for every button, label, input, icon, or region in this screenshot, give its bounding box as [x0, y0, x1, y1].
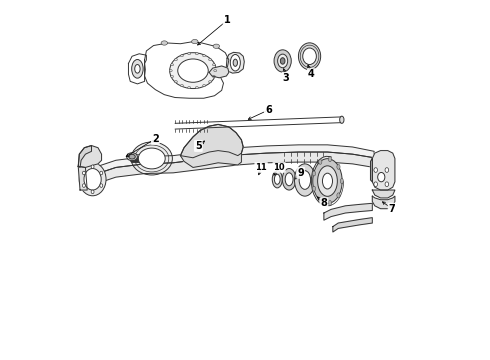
Ellipse shape	[318, 198, 322, 203]
Ellipse shape	[378, 172, 385, 182]
Ellipse shape	[337, 164, 340, 169]
Polygon shape	[372, 150, 395, 190]
Ellipse shape	[180, 55, 183, 57]
Text: 3: 3	[283, 73, 290, 83]
Ellipse shape	[213, 44, 220, 48]
Ellipse shape	[303, 48, 317, 64]
Ellipse shape	[100, 171, 103, 175]
Ellipse shape	[161, 41, 168, 45]
Ellipse shape	[174, 58, 177, 60]
Ellipse shape	[203, 55, 205, 57]
Polygon shape	[95, 145, 374, 175]
Ellipse shape	[233, 59, 238, 66]
Text: 1: 1	[224, 15, 230, 26]
Ellipse shape	[322, 173, 333, 189]
Ellipse shape	[82, 171, 85, 175]
Ellipse shape	[82, 184, 85, 187]
Ellipse shape	[84, 168, 101, 190]
Ellipse shape	[178, 59, 208, 82]
Ellipse shape	[91, 190, 94, 194]
Text: 2: 2	[152, 134, 159, 144]
Text: 4: 4	[308, 69, 315, 79]
Ellipse shape	[135, 64, 140, 73]
Ellipse shape	[188, 53, 191, 55]
Polygon shape	[78, 145, 101, 167]
Ellipse shape	[192, 40, 198, 44]
Ellipse shape	[385, 168, 389, 172]
Ellipse shape	[126, 153, 137, 161]
Polygon shape	[78, 166, 87, 190]
Polygon shape	[209, 66, 229, 78]
Ellipse shape	[170, 53, 216, 89]
Polygon shape	[372, 190, 395, 198]
Ellipse shape	[299, 171, 311, 189]
Ellipse shape	[213, 64, 215, 66]
Ellipse shape	[214, 69, 217, 72]
Polygon shape	[333, 218, 372, 232]
Ellipse shape	[278, 54, 288, 68]
Ellipse shape	[385, 182, 389, 186]
Ellipse shape	[280, 58, 285, 64]
Ellipse shape	[374, 182, 377, 186]
Ellipse shape	[294, 164, 315, 196]
Ellipse shape	[313, 186, 316, 191]
Ellipse shape	[209, 81, 212, 83]
Ellipse shape	[274, 50, 291, 72]
Ellipse shape	[272, 171, 282, 188]
Text: 7: 7	[389, 204, 395, 214]
Text: 11: 11	[255, 163, 267, 172]
Text: 6: 6	[265, 105, 271, 115]
Ellipse shape	[171, 76, 173, 78]
Ellipse shape	[180, 85, 183, 87]
Ellipse shape	[230, 54, 240, 71]
Text: 9: 9	[297, 168, 304, 178]
Text: 8: 8	[320, 198, 327, 208]
Ellipse shape	[213, 76, 215, 78]
Polygon shape	[180, 125, 243, 158]
Ellipse shape	[313, 171, 316, 176]
Polygon shape	[145, 42, 229, 98]
Ellipse shape	[196, 53, 198, 55]
Text: 5: 5	[195, 141, 202, 151]
Polygon shape	[180, 125, 243, 167]
Ellipse shape	[328, 157, 332, 162]
Ellipse shape	[328, 201, 332, 206]
Ellipse shape	[79, 163, 106, 196]
Ellipse shape	[285, 173, 293, 186]
Polygon shape	[226, 52, 245, 73]
Ellipse shape	[282, 168, 296, 190]
Polygon shape	[370, 158, 372, 182]
Ellipse shape	[138, 148, 165, 169]
Polygon shape	[128, 54, 147, 84]
Ellipse shape	[100, 184, 103, 187]
Ellipse shape	[298, 43, 320, 70]
Ellipse shape	[171, 64, 173, 66]
Polygon shape	[372, 196, 395, 209]
Ellipse shape	[337, 193, 340, 198]
Ellipse shape	[170, 69, 172, 72]
Ellipse shape	[131, 142, 172, 175]
Polygon shape	[78, 145, 92, 167]
Ellipse shape	[129, 154, 135, 159]
Ellipse shape	[340, 116, 344, 123]
Ellipse shape	[313, 159, 342, 203]
Ellipse shape	[209, 58, 212, 60]
Ellipse shape	[340, 179, 343, 184]
Polygon shape	[324, 203, 372, 220]
Ellipse shape	[174, 81, 177, 83]
Ellipse shape	[318, 159, 322, 164]
Ellipse shape	[188, 86, 191, 89]
Ellipse shape	[203, 85, 205, 87]
Polygon shape	[95, 152, 374, 184]
Ellipse shape	[318, 166, 337, 196]
Ellipse shape	[91, 165, 94, 168]
Ellipse shape	[374, 168, 377, 172]
Text: 10: 10	[273, 163, 285, 172]
Ellipse shape	[274, 174, 280, 184]
Ellipse shape	[196, 86, 198, 89]
Ellipse shape	[132, 59, 143, 78]
